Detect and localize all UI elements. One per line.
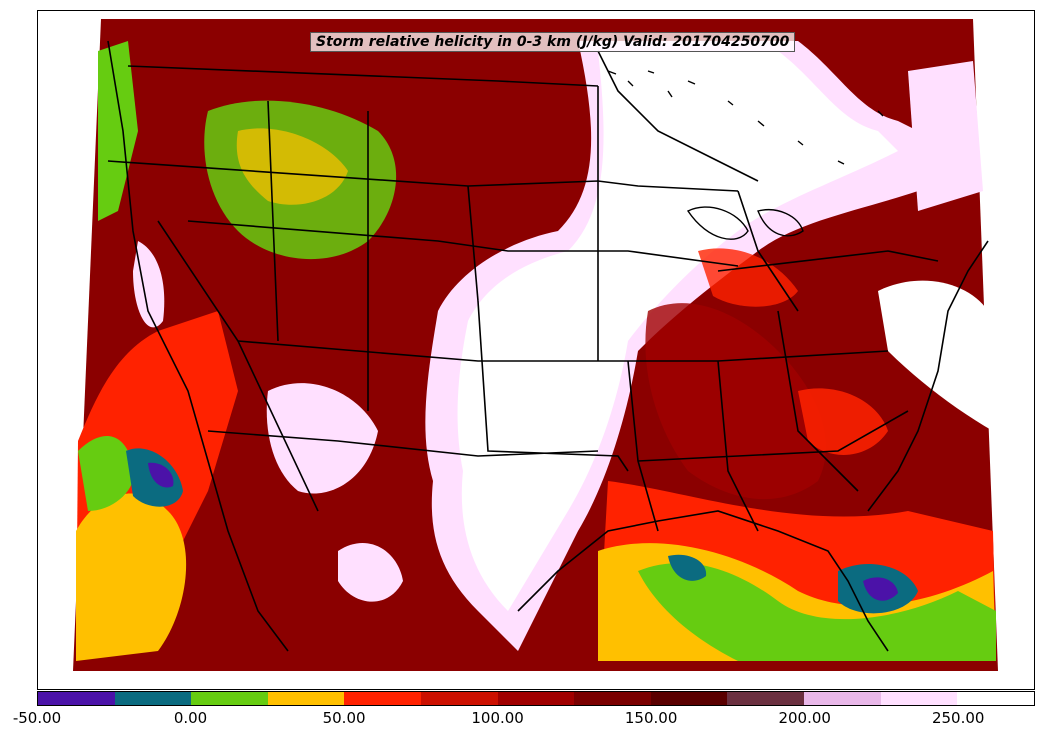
colorbar-segment — [497, 692, 575, 705]
colorbar-segment — [191, 692, 268, 705]
colorbar-tick-label: 150.00 — [624, 709, 678, 727]
colorbar-segment — [880, 692, 958, 705]
colorbar-tick-label: 250.00 — [931, 709, 985, 727]
colorbar-segment — [727, 692, 805, 705]
helicity-field-green — [78, 436, 135, 511]
colorbar — [37, 691, 1035, 706]
helicity-field-white — [338, 542, 403, 602]
colorbar-tick-label: 100.00 — [471, 709, 524, 727]
helicity-field-green — [638, 562, 996, 661]
helicity-field-white — [908, 61, 983, 211]
map-panel: Storm relative helicity in 0-3 km (J/kg)… — [37, 10, 1035, 690]
helicity-field-red — [798, 388, 888, 455]
helicity-field-white — [133, 241, 165, 328]
lake-outlines — [607, 70, 884, 240]
helicity-field-green — [98, 41, 138, 221]
state-boundaries — [107, 65, 939, 532]
helicity-field-white — [878, 280, 993, 431]
colorbar-segment — [804, 692, 881, 705]
colorbar-tick-label: -50.00 — [12, 709, 62, 727]
colorbar-segment — [344, 692, 422, 705]
helicity-field-darkred — [645, 303, 826, 500]
helicity-field-orange — [76, 493, 187, 661]
colorbar-segment — [574, 692, 651, 705]
map-title: Storm relative helicity in 0-3 km (J/kg)… — [310, 32, 796, 52]
helicity-field-purple — [148, 462, 174, 488]
helicity-field-purple — [863, 577, 898, 601]
helicity-field-teal — [668, 554, 707, 581]
colorbar-segment — [421, 692, 498, 705]
colorbar-tick-label: 50.00 — [322, 709, 366, 727]
coastlines — [107, 40, 989, 652]
helicity-field-white — [266, 383, 378, 494]
colorbar-segment — [957, 692, 1034, 705]
colorbar-ticks: -50.00 0.00 50.00 100.00 150.00 200.00 250.00 — [0, 709, 1044, 733]
helicity-field-white — [457, 51, 898, 611]
helicity-map — [73, 19, 998, 671]
colorbar-tick-label: 200.00 — [778, 709, 831, 727]
colorbar-segment — [114, 692, 192, 705]
colorbar-segment — [38, 692, 115, 705]
colorbar-segment — [650, 692, 728, 705]
helicity-field-orange — [236, 128, 348, 205]
helicity-field-red — [698, 248, 798, 307]
colorbar-tick-label: 0.00 — [173, 709, 208, 727]
colorbar-segment — [267, 692, 345, 705]
